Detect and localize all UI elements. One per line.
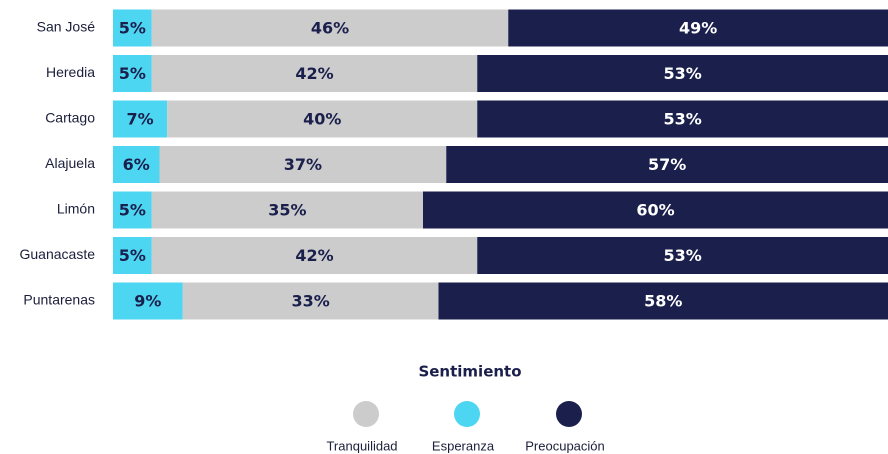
data-label: 6% <box>123 155 150 174</box>
bar-segment <box>438 282 888 320</box>
category-label: Cartago <box>45 110 95 126</box>
data-label: 60% <box>636 201 674 220</box>
category-label: Guanacaste <box>20 246 96 262</box>
bar-segment <box>477 55 888 92</box>
bar-segment <box>151 9 509 47</box>
bar-segment <box>423 191 888 229</box>
legend-swatch <box>454 401 480 427</box>
data-label: 9% <box>134 292 161 311</box>
bar-segment <box>508 9 888 47</box>
category-label: Alajuela <box>45 155 95 171</box>
data-label: 35% <box>268 201 306 220</box>
bar-segment <box>477 237 888 274</box>
category-label: Puntarenas <box>23 292 95 308</box>
bar-segment <box>113 100 168 138</box>
bar-segment <box>477 100 888 138</box>
data-label: 53% <box>663 246 701 265</box>
data-label: 58% <box>644 292 682 311</box>
category-label: Limón <box>57 201 95 217</box>
data-label: 53% <box>663 110 701 129</box>
data-label: 53% <box>663 64 701 83</box>
legend-label: Tranquilidad <box>326 438 397 453</box>
data-label: 5% <box>119 19 146 38</box>
legend-label: Esperanza <box>432 438 495 453</box>
legend-label: Preocupación <box>525 438 605 453</box>
bar-segment <box>113 282 183 320</box>
data-label: 46% <box>311 19 349 38</box>
data-label: 42% <box>295 246 333 265</box>
data-label: 37% <box>284 155 322 174</box>
bar-segment <box>113 191 152 229</box>
category-label: San José <box>37 19 96 35</box>
data-label: 5% <box>119 201 146 220</box>
data-label: 40% <box>303 110 341 129</box>
bar-segment <box>151 191 423 229</box>
bar-segment <box>151 237 478 274</box>
legend-title: Sentimiento <box>418 363 521 381</box>
data-label: 57% <box>648 155 686 174</box>
bar-segment <box>113 9 152 47</box>
bar-segment <box>182 282 439 320</box>
legend-swatch <box>556 401 582 427</box>
category-label: Heredia <box>46 64 95 80</box>
data-label: 7% <box>127 110 154 129</box>
bar-segment <box>446 146 888 183</box>
data-label: 49% <box>679 19 717 38</box>
data-label: 33% <box>291 292 329 311</box>
data-label: 42% <box>295 64 333 83</box>
bar-segment <box>113 146 160 183</box>
data-label: 5% <box>119 64 146 83</box>
data-label: 5% <box>119 246 146 265</box>
bar-segment <box>159 146 447 183</box>
legend-swatch <box>353 401 379 427</box>
bar-segment <box>113 237 152 274</box>
bar-segment <box>167 100 478 138</box>
bar-segment <box>151 55 478 92</box>
bar-segment <box>113 55 152 92</box>
